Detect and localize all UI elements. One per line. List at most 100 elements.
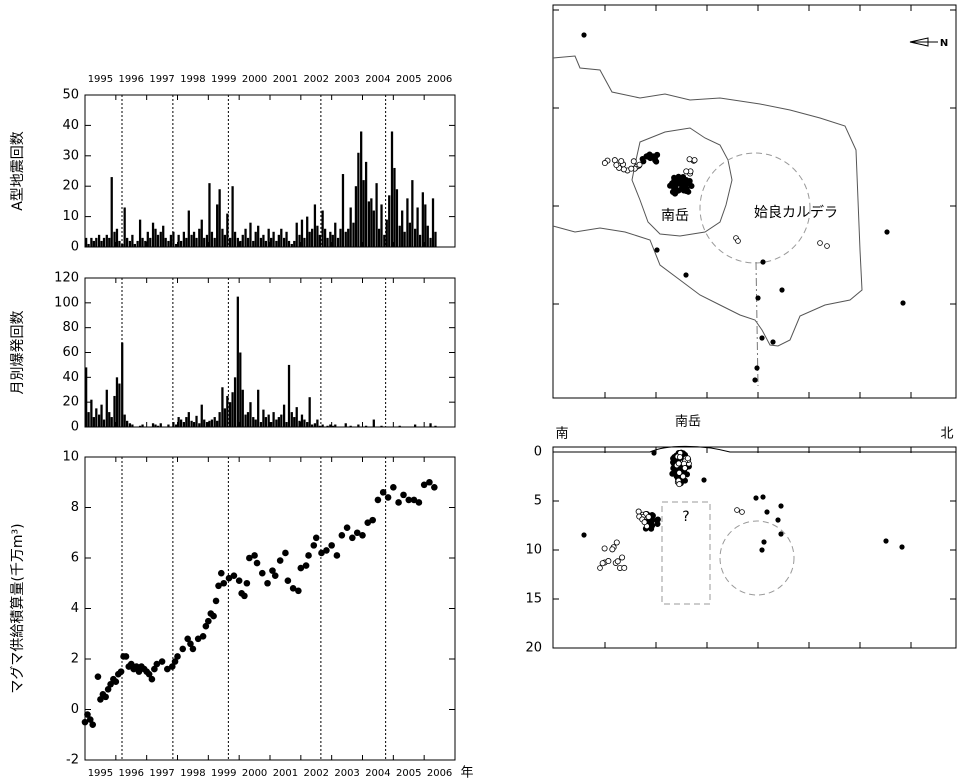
x-tick-label: 2005 [396,74,421,85]
bar [380,425,383,427]
section-label: 北 [940,427,953,442]
hypocenter-open [676,469,683,476]
sakurajima-outline [631,127,733,237]
point [241,592,248,600]
bar [226,395,229,427]
hypocenter [778,503,784,509]
bar [190,420,193,427]
bar [138,425,142,427]
bar [102,419,106,427]
point [400,491,407,499]
bar [282,237,286,247]
x-axis-label: 年 [460,766,473,781]
bar [110,177,113,247]
x-tick-label: 2002 [304,768,329,779]
bar [138,219,142,247]
point [305,552,312,559]
bar [175,424,178,427]
bar [167,424,170,427]
hypocenter [673,188,680,195]
bar [177,417,180,427]
bar [210,419,214,427]
bar [223,234,227,247]
map-frame [552,4,957,399]
bar [308,231,311,247]
bar [185,237,188,247]
bar [177,234,180,247]
point [151,665,158,673]
bar [329,424,332,427]
point [395,499,402,506]
bar [295,222,298,247]
point [328,542,335,549]
x-tick-label: 2004 [365,74,390,85]
hypocenter-open [635,508,642,515]
bar [239,240,242,247]
point [220,579,228,587]
bar [118,383,121,427]
plot-frame [84,277,456,428]
bar [318,425,321,427]
point [89,721,97,728]
bar [334,222,337,247]
y-tick-label: 20 [62,179,79,194]
bar [208,420,211,427]
hypocenter-open [605,558,612,565]
hypocenter [682,182,689,189]
hypocenter-open [597,565,603,571]
bar [92,417,95,427]
point [133,663,140,670]
hypocenter-open [621,564,628,571]
bar [136,240,139,247]
hypocenter-open [691,157,698,164]
y-tick-label: 20 [62,395,79,410]
point [312,534,320,542]
bar [228,237,232,247]
bar [131,234,134,247]
y-tick-label: -2 [66,753,79,768]
point [210,612,217,620]
bar [375,183,378,247]
hypocenter-open [645,513,652,520]
y-tick-label: 0 [534,445,542,460]
bar [370,198,373,247]
bar [85,367,88,427]
x-tick-label: 1995 [88,768,113,779]
north-arrow-head [909,37,929,47]
bar [336,237,340,247]
bar [398,425,401,427]
bar [275,419,278,427]
hypocenter [761,539,767,545]
point [187,640,194,648]
bar [216,420,219,427]
point [84,711,91,718]
bar [413,424,417,427]
bar [431,198,435,247]
bar [264,240,268,247]
bar [126,420,129,427]
y-tick-label: 100 [54,295,79,310]
hypocenter-open [636,161,643,168]
hypocenter-open [599,560,606,567]
bar [280,414,283,427]
bar [246,237,250,247]
hypocenter [701,477,707,483]
bar [233,377,237,427]
bar [270,422,273,427]
y-tick-label: 10 [525,543,542,558]
bar [372,419,375,427]
hypocenter [654,247,660,253]
point [230,572,238,579]
hypocenter [581,532,587,538]
bar [360,131,363,247]
x-tick-label: 2002 [304,74,329,85]
bar [349,425,352,427]
bar [418,234,422,247]
bar [357,152,360,247]
bar [411,180,414,247]
bar [262,409,265,427]
point [349,534,356,542]
point [297,564,305,572]
point [420,481,428,489]
